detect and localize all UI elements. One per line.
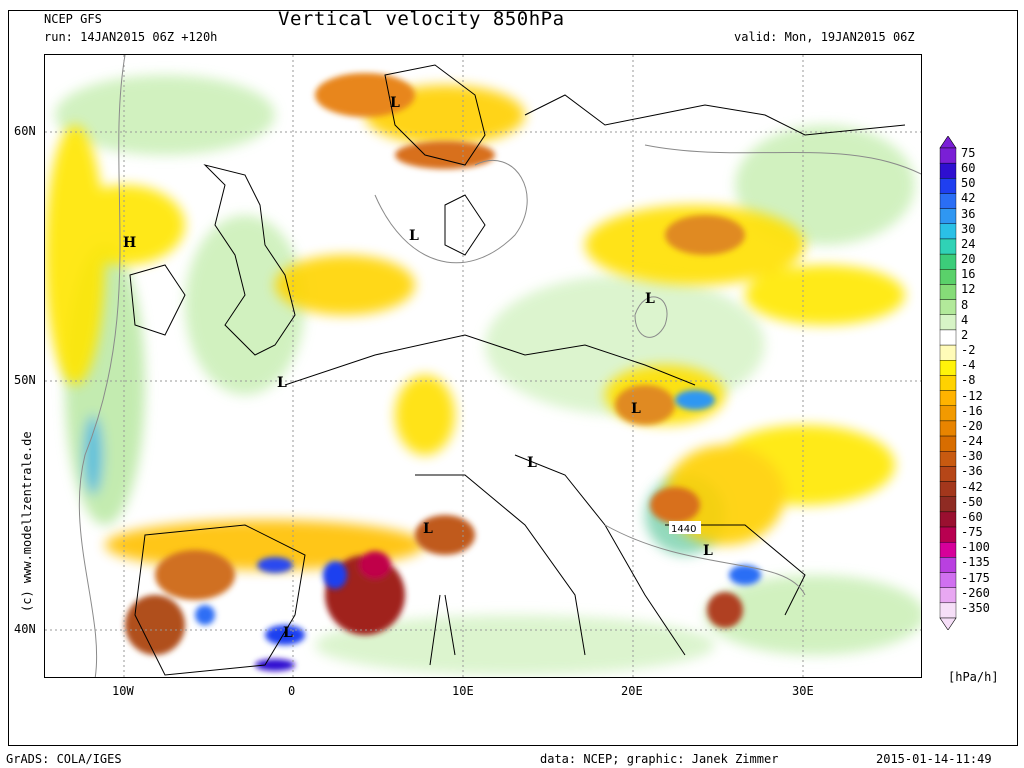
colorbar-level-label: -100 (961, 540, 990, 555)
colorbar-level-label: 16 (961, 267, 976, 282)
colorbar-level-label: -2 (961, 343, 976, 358)
colorbar-swatch (939, 466, 957, 482)
pressure-low-center: L (409, 228, 419, 244)
colorbar-level-label: 36 (961, 206, 976, 221)
colorbar-swatch (939, 451, 957, 467)
pressure-low-center: L (631, 401, 641, 417)
colorbar-swatch (939, 162, 957, 179)
pressure-low-center: L (527, 455, 537, 471)
colorbar-swatch (939, 587, 957, 604)
lon-label: 30E (792, 684, 814, 698)
colorbar-unit: [hPa/h] (948, 670, 999, 684)
lat-label: 60N (14, 124, 36, 138)
run-info: run: 14JAN2015 06Z +120h (44, 30, 218, 44)
colorbar-swatch (939, 496, 957, 513)
weather-map: H L L L L L L L L L 1440 (44, 54, 922, 678)
colorbar-level-label: 42 (961, 191, 976, 206)
colorbar-level-label: -8 (961, 373, 976, 388)
colorbar-swatch (939, 481, 957, 497)
colorbar-level-label: -4 (961, 358, 976, 373)
colorbar-swatch (939, 147, 957, 164)
colorbar-level-label: -50 (961, 494, 983, 509)
colorbar-swatch (939, 269, 957, 285)
colorbar (939, 136, 957, 630)
colorbar-swatch (939, 208, 957, 225)
colorbar-level-label: -60 (961, 509, 983, 524)
colorbar-swatch (939, 390, 957, 406)
pressure-low-center: L (277, 375, 287, 391)
colorbar-swatch (939, 360, 957, 376)
colorbar-swatch (939, 238, 957, 255)
model-name: NCEP GFS (44, 12, 102, 26)
pressure-low-center: L (283, 625, 293, 641)
colorbar-swatch (939, 253, 957, 270)
colorbar-level-label: 12 (961, 282, 976, 297)
colorbar-swatch (939, 314, 957, 331)
colorbar-level-label: -175 (961, 570, 990, 585)
plot-frame (8, 10, 1018, 746)
colorbar-level-label: -350 (961, 600, 990, 615)
colorbar-swatch (939, 435, 957, 452)
lat-label: 50N (14, 373, 36, 387)
colorbar-swatch (939, 602, 957, 619)
colorbar-level-label: -16 (961, 403, 983, 418)
valid-time: valid: Mon, 19JAN2015 06Z (734, 30, 915, 44)
lon-label: 0 (288, 684, 296, 698)
colorbar-swatch (939, 329, 957, 346)
colorbar-swatch (939, 572, 957, 588)
colorbar-level-label: 24 (961, 236, 976, 251)
colorbar-level-label: 4 (961, 312, 969, 327)
colorbar-level-label: -12 (961, 388, 983, 403)
pressure-low-center: L (390, 95, 400, 111)
colorbar-level-label: -20 (961, 418, 983, 433)
colorbar-level-label: -30 (961, 449, 983, 464)
data-credit: data: NCEP; graphic: Janek Zimmer (540, 752, 779, 766)
colorbar-swatch (939, 223, 957, 240)
colorbar-level-label: 8 (961, 297, 969, 312)
height-contours (78, 55, 921, 677)
colorbar-swatch (939, 193, 957, 209)
colorbar-level-label: -36 (961, 464, 983, 479)
colorbar-swatch (939, 405, 957, 422)
colorbar-level-label: -260 (961, 585, 990, 600)
timestamp: 2015-01-14-11:49 (876, 752, 992, 766)
colorbar-arrow-bottom (939, 617, 957, 630)
colorbar-level-label: 20 (961, 252, 976, 267)
colorbar-swatch (939, 511, 957, 528)
colorbar-arrow-top (939, 136, 957, 149)
pressure-high-center: H (123, 235, 136, 251)
pressure-low-center: L (423, 521, 433, 537)
colorbar-swatch (939, 420, 957, 437)
colorbar-swatch (939, 344, 957, 361)
lat-label: 40N (14, 622, 36, 636)
colorbar-level-label: 75 (961, 146, 976, 160)
colorbar-swatch (939, 299, 957, 315)
colorbar-swatch (939, 284, 957, 300)
colorbar-level-label: 30 (961, 221, 976, 236)
lon-label: 10W (112, 684, 134, 698)
pressure-low-center: L (703, 543, 713, 559)
lon-label: 20E (621, 684, 643, 698)
colorbar-level-label: -24 (961, 434, 983, 449)
colorbar-swatch (939, 178, 957, 194)
vertical-velocity-field: H L L L L L L L L L 1440 (45, 55, 921, 677)
map-title: Vertical velocity 850hPa (278, 8, 565, 30)
coastlines (129, 64, 906, 676)
website-credit: (c) www.modellzentrale.de (20, 431, 34, 612)
pressure-low-center: L (645, 291, 655, 307)
colorbar-level-label: 50 (961, 176, 976, 191)
colorbar-level-label: -75 (961, 525, 983, 540)
contour-label: 1440 (671, 524, 696, 535)
grads-credit: GrADS: COLA/IGES (6, 752, 122, 766)
colorbar-swatch (939, 557, 957, 573)
colorbar-level-label: -135 (961, 555, 990, 570)
colorbar-level-label: -42 (961, 479, 983, 494)
colorbar-swatch (939, 375, 957, 391)
lon-label: 10E (452, 684, 474, 698)
colorbar-level-label: 60 (961, 161, 976, 176)
colorbar-level-label: 2 (961, 327, 969, 342)
colorbar-swatch (939, 541, 957, 558)
colorbar-swatch (939, 526, 957, 543)
